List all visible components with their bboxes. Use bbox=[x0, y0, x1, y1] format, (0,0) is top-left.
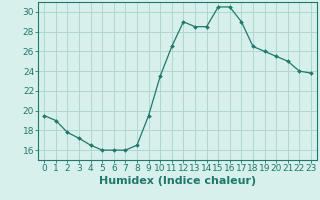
X-axis label: Humidex (Indice chaleur): Humidex (Indice chaleur) bbox=[99, 176, 256, 186]
